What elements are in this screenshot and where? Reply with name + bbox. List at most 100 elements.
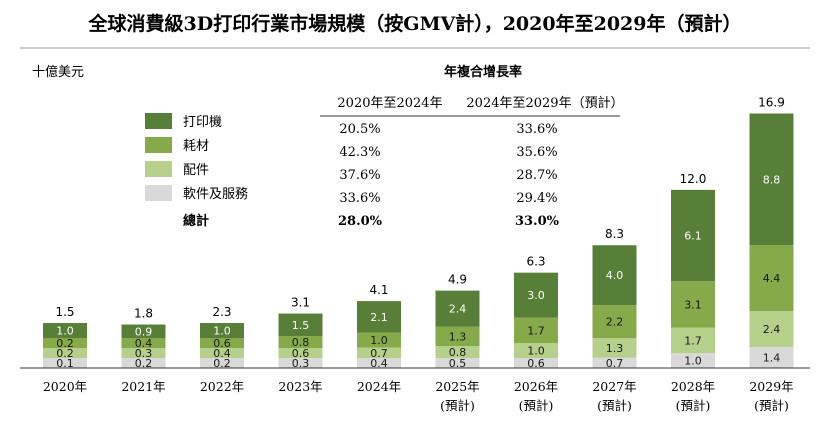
cagr-row-value-col2: 33.6% [516, 122, 557, 137]
total-value-label: 6.3 [526, 255, 545, 269]
cagr-row-value-col2: 28.7% [516, 168, 557, 183]
segment-value-label: 0.3 [292, 357, 310, 370]
bar-segment [43, 358, 87, 368]
bar-segment [749, 245, 794, 312]
cagr-row-value-col1: 20.5% [339, 122, 380, 137]
total-value-label: 16.9 [758, 96, 785, 110]
x-tick-label: 2021年 [121, 379, 165, 394]
bar-segment [749, 113, 794, 246]
cagr-row-value-col1: 37.6% [339, 168, 380, 183]
cagr-row-value-col2: 29.4% [516, 191, 557, 206]
x-tick-label: 2026年 [514, 379, 558, 394]
bar-segment [671, 189, 715, 282]
bar-segment [514, 358, 558, 368]
bar-segment [278, 336, 323, 348]
segment-value-label: 0.2 [56, 337, 74, 350]
bar-segment [435, 290, 480, 327]
bar-segment [671, 281, 715, 328]
bar-segment [435, 346, 480, 358]
segment-value-label: 4.4 [763, 272, 781, 285]
segment-value-label: 0.6 [292, 347, 310, 360]
bar-segment [671, 327, 715, 354]
segment-value-label: 1.0 [213, 325, 231, 338]
cagr-row-value-col1: 28.0% [338, 214, 383, 229]
x-axis-labels: 2020年 2021年 2022年 2023年 2024年 2025年 (預計) 2026年 (… [43, 379, 794, 413]
bar-segment [592, 357, 637, 368]
cagr-col1-header: 2020年至2024年 [337, 96, 442, 111]
segment-value-label: 1.4 [763, 352, 781, 365]
bars: 0.10.20.21.01.50.20.30.40.91.80.20.40.61… [43, 96, 794, 370]
cagr-row-value-col2: 33.0% [515, 214, 560, 229]
cagr-heading: 年複合增長率 [444, 64, 522, 80]
bar-segment [357, 347, 401, 358]
segment-value-label: 1.0 [56, 325, 74, 338]
bar-segment [200, 348, 244, 358]
bar-segment [200, 338, 244, 348]
segment-value-label: 3.1 [684, 298, 702, 311]
legend-swatch [145, 113, 172, 129]
segment-value-label: 3.0 [527, 289, 545, 302]
x-tick-label: 2028年 [671, 379, 715, 394]
x-tick-label: 2023年 [278, 379, 322, 394]
segment-value-label: 1.0 [370, 334, 388, 347]
segment-value-label: 0.4 [135, 337, 153, 350]
segment-value-label: 0.1 [56, 357, 74, 370]
chart-title: 全球消費級3D打印行業市場規模（按GMV計），2020年至2029年（預計） [88, 12, 742, 35]
legend-swatch [145, 137, 172, 153]
legend-label: 配件 [183, 163, 209, 178]
segment-value-label: 0.2 [213, 357, 231, 370]
x-tick-label: 2027年 [592, 379, 636, 394]
x-tick-label: 2025年 [435, 379, 479, 394]
segment-value-label: 0.8 [292, 336, 310, 349]
x-tick-label: 2029年 [749, 379, 793, 394]
cagr-table-rows: 20.5% 33.6% 42.3% 35.6% 37.6% 28.7% 33.6% 29.4%… [183, 122, 560, 229]
cagr-row-value-col2: 35.6% [516, 145, 557, 160]
segment-value-label: 0.2 [56, 347, 74, 360]
segment-value-label: 0.3 [135, 347, 153, 360]
segment-value-label: 1.5 [292, 319, 310, 332]
bar-segment [121, 358, 166, 368]
segment-value-label: 0.7 [606, 357, 624, 370]
bar-segment [749, 311, 794, 348]
x-tick-label: 2020年 [43, 379, 87, 394]
bar-segment [43, 348, 87, 358]
bar-segment [514, 317, 558, 344]
x-tick-label: 2024年 [357, 379, 401, 394]
segment-value-label: 2.4 [449, 303, 467, 316]
legend-label: 軟件及服務 [183, 186, 248, 202]
segment-value-label: 6.1 [684, 230, 702, 243]
bar-segment [671, 353, 715, 368]
bar-segment [278, 313, 323, 337]
bar-segment [121, 338, 166, 348]
bar-segment [592, 245, 637, 306]
segment-value-label: 1.3 [606, 342, 624, 355]
bar-segment [435, 358, 480, 368]
total-value-label: 4.1 [369, 283, 388, 297]
segment-value-label: 0.6 [213, 337, 231, 350]
segment-value-label: 0.5 [449, 357, 467, 370]
legend-label: 打印機 [183, 115, 222, 130]
segment-value-label: 0.4 [213, 347, 231, 360]
total-value-label: 2.3 [212, 305, 231, 319]
segment-value-label: 8.8 [763, 173, 781, 186]
bar-segment [43, 338, 87, 348]
segment-value-label: 2.2 [606, 316, 624, 329]
bar-segment [121, 348, 166, 358]
segment-value-label: 2.1 [370, 311, 388, 324]
segment-value-label: 1.7 [684, 334, 702, 347]
cagr-col2-header: 2024年至2029年（預計） [466, 95, 623, 111]
bar-segment [278, 348, 323, 358]
segment-value-label: 0.9 [135, 325, 153, 338]
cagr-row-value-col1: 33.6% [339, 191, 380, 206]
bar-segment [514, 272, 558, 318]
bar-segment [357, 301, 401, 333]
bar-segment [357, 358, 401, 368]
cagr-row-label: 總計 [183, 213, 209, 229]
x-tick-note: (預計) [519, 398, 554, 413]
segment-value-label: 1.7 [527, 324, 545, 337]
segment-value-label: 1.3 [449, 330, 467, 343]
segment-value-label: 2.4 [763, 323, 781, 336]
segment-value-label: 0.2 [135, 357, 153, 370]
